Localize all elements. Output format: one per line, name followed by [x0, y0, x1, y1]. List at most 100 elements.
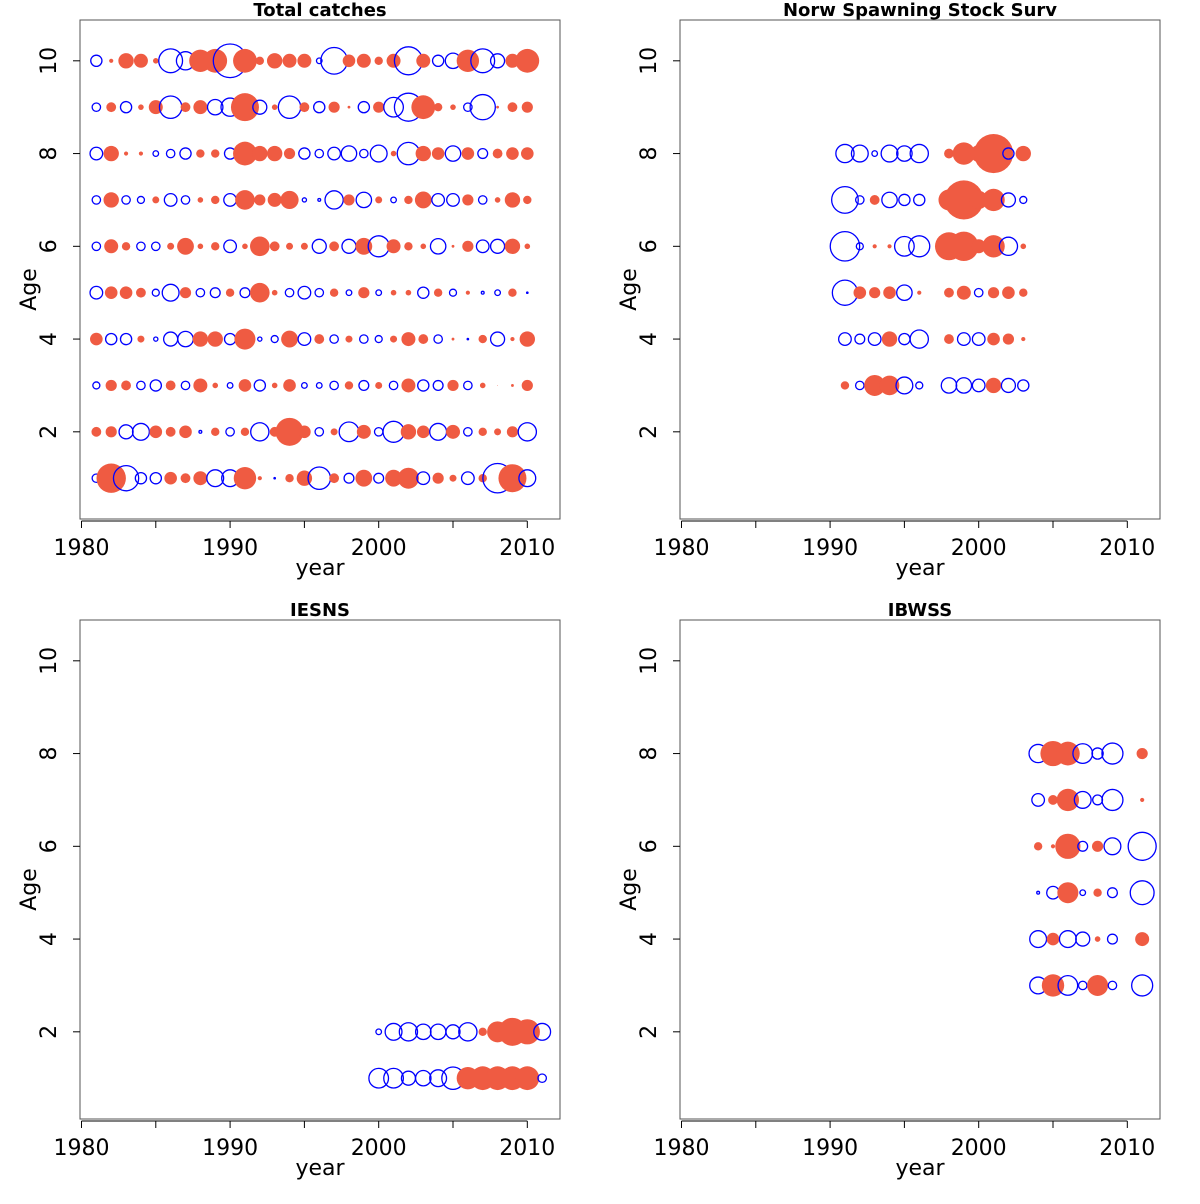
bubble: [193, 471, 208, 486]
bubble: [917, 290, 922, 295]
bubble: [1131, 974, 1154, 997]
bubble: [238, 379, 252, 392]
bubble: [913, 193, 926, 207]
bubble: [390, 196, 398, 204]
x-tick-label: 1980: [53, 536, 109, 561]
bubble: [356, 53, 371, 68]
x-tick-label: 1980: [653, 536, 709, 561]
bubble: [375, 289, 383, 297]
plot-frame: [79, 619, 561, 1120]
bubble: [949, 231, 979, 262]
bubble: [206, 469, 225, 488]
bubble: [383, 1067, 405, 1089]
bubble: [375, 196, 383, 204]
bubble: [165, 426, 176, 437]
bubble: [1021, 336, 1026, 342]
bubble: [1015, 145, 1031, 162]
bubble: [284, 287, 295, 298]
bubble: [401, 332, 416, 347]
bubble: [1101, 788, 1124, 812]
bubble: [973, 133, 1014, 174]
x-tick-label: 2000: [351, 536, 407, 561]
bubble: [151, 288, 160, 297]
bubble: [431, 147, 445, 160]
bubble: [374, 334, 383, 344]
bubble: [250, 422, 270, 442]
bubble: [867, 332, 882, 347]
bubble: [134, 471, 148, 485]
bubble: [982, 188, 1005, 212]
plot-frame: [679, 19, 1161, 520]
bubble: [257, 336, 263, 342]
bubble: [940, 377, 958, 394]
bubble: [250, 282, 270, 303]
bubble: [985, 377, 1002, 394]
bubble: [91, 102, 102, 113]
bubble: [314, 334, 325, 344]
bubble: [233, 48, 257, 73]
bubble: [1041, 974, 1065, 997]
bubble: [250, 236, 270, 257]
bubble: [506, 147, 519, 160]
bubble: [165, 380, 176, 391]
bubble: [404, 242, 413, 251]
bubble: [167, 242, 175, 250]
bubble: [358, 334, 369, 344]
bubble: [1101, 742, 1124, 765]
y-tick-label: 8: [37, 147, 62, 161]
bubble: [414, 191, 432, 209]
x-tick-label: 1990: [202, 536, 258, 561]
bubble: [299, 102, 310, 113]
bubble: [153, 336, 159, 342]
bubble: [315, 381, 323, 389]
bubble: [253, 379, 267, 392]
bubble: [850, 144, 869, 163]
bubble: [479, 382, 486, 389]
bubble: [313, 100, 326, 114]
bubble: [987, 332, 1000, 346]
bubble: [477, 148, 489, 160]
bubble: [138, 104, 144, 110]
bubble: [375, 1028, 383, 1036]
bubble: [521, 147, 534, 160]
bubble: [131, 422, 150, 441]
bubble: [266, 53, 283, 69]
x-tick-label: 2010: [499, 536, 555, 561]
bubble: [118, 424, 134, 440]
bubble: [277, 95, 302, 120]
bubble: [514, 1019, 540, 1045]
bubble: [475, 239, 490, 254]
x-tick-label: 2000: [951, 1136, 1007, 1161]
bubble: [401, 378, 416, 393]
bubble: [893, 235, 915, 257]
bubble: [282, 53, 297, 68]
bubble: [119, 332, 133, 346]
bubble: [123, 151, 129, 156]
x-tick-label: 2010: [499, 1136, 555, 1161]
x-tick-label: 2000: [951, 536, 1007, 561]
bubble: [478, 1027, 487, 1037]
bubble: [384, 1022, 403, 1041]
y-tick-label: 6: [637, 239, 662, 253]
panel-title: IBWSS: [888, 600, 952, 621]
bubble: [477, 195, 488, 205]
bubble: [90, 54, 103, 68]
bubble: [511, 384, 514, 387]
panel-title: IESNS: [290, 600, 350, 621]
bubble: [300, 242, 308, 250]
bubble: [466, 337, 470, 341]
bubble: [898, 193, 911, 207]
bubble: [149, 379, 163, 392]
y-axis-label: Age: [17, 868, 42, 911]
bubble: [969, 190, 988, 210]
bubble: [400, 424, 417, 440]
bubble: [271, 104, 278, 110]
bubble: [1077, 840, 1089, 852]
panel-title: Norw Spawning Stock Surv: [783, 0, 1057, 21]
bubble: [386, 53, 401, 68]
bubble: [449, 474, 457, 482]
panel: IBWSS 1980 1990 2000 2010 year 2 4 6 8 10 Age: [617, 600, 1161, 1181]
bubble: [91, 195, 102, 205]
bubble: [121, 242, 131, 251]
